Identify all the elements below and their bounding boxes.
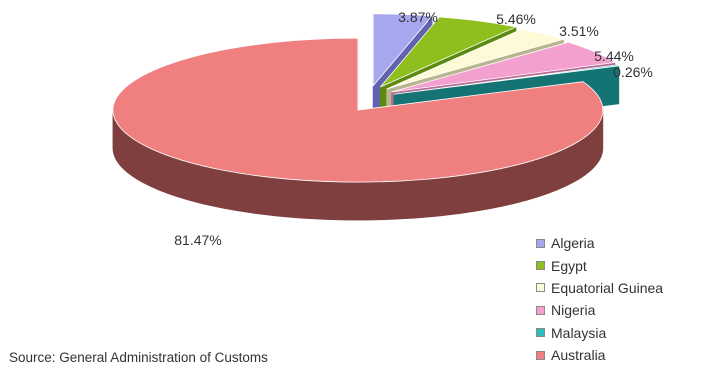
legend-swatch [536,305,545,315]
slice-tops [112,13,620,183]
slice-malaysia [393,64,620,95]
legend-label: Australia [551,347,606,364]
slice-label-equatorial-guinea: 3.51% [559,23,599,39]
slice-label-nigeria: 5.44% [594,48,634,64]
slice-algeria [372,13,433,87]
legend-label: Malaysia [551,324,607,341]
legend-item-malaysia: Malaysia [536,322,663,344]
legend-item-equatorial-guinea: Equatorial Guinea [536,277,663,299]
legend-swatch [536,328,545,338]
legend-item-australia: Australia [536,344,663,366]
slice-australia [112,37,604,183]
slice-label-australia: 81.47% [174,232,221,248]
legend-swatch [536,261,545,271]
legend-label: Egypt [551,257,587,274]
slice-nigeria [391,41,617,93]
legend-label: Algeria [551,235,595,252]
legend-swatch [536,283,545,293]
legend-label: Equatorial Guinea [551,279,664,296]
legend-item-egypt: Egypt [536,254,663,276]
legend-item-nigeria: Nigeria [536,299,663,321]
source-note: Source: General Administration of Custom… [9,350,268,365]
legend-swatch [536,350,545,360]
slice-label-malaysia: 0.26% [613,64,653,80]
legend-swatch [536,238,545,248]
legend-item-algeria: Algeria [536,232,663,254]
slice-label-algeria: 3.87% [398,9,438,25]
chart-legend: Algeria Egypt Equatorial Guinea Nigeria Mala… [536,232,663,366]
slice-egypt [380,16,518,88]
slice-equatorial-guinea [386,28,565,90]
legend-label: Nigeria [551,302,596,319]
slice-label-egypt: 5.46% [496,11,536,27]
